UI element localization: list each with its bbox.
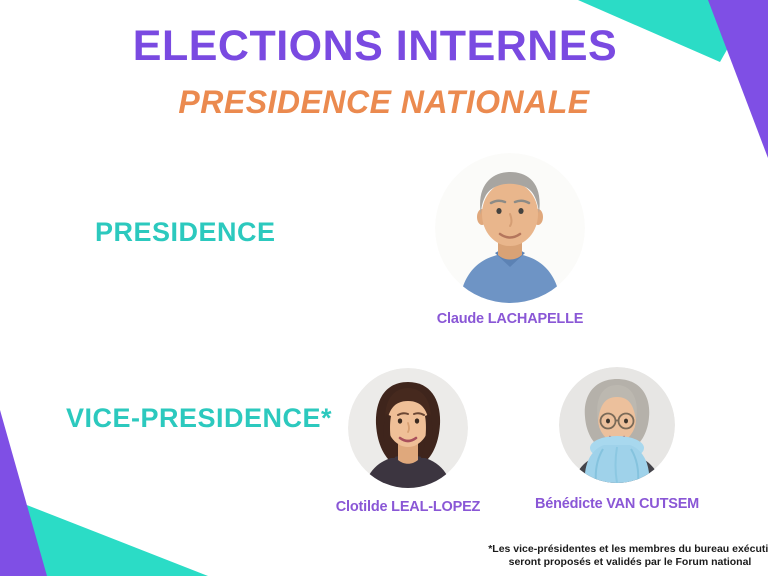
triangle-purple-bottom-left xyxy=(0,410,47,576)
slide-title: ELECTIONS INTERNES xyxy=(132,22,618,70)
candidate-name: Bénédicte VAN CUTSEM xyxy=(534,496,700,512)
candidate-name: Clotilde LEAL-LOPEZ xyxy=(335,499,481,515)
candidate-photo-benedicte-van-cutsem xyxy=(559,367,675,483)
portrait-man-gray-hair-blue-shirt-icon xyxy=(435,153,585,303)
portrait-woman-dark-bob-icon xyxy=(348,368,468,488)
candidate-photo-clotilde-leal-lopez xyxy=(348,368,468,488)
section-label-vice-presidence: VICE-PRESIDENCE* xyxy=(66,403,333,433)
portrait-woman-gray-hair-blue-scarf-icon xyxy=(559,367,675,483)
slide-subtitle: PRESIDENCE NATIONALE xyxy=(178,84,590,120)
candidate-name: Claude LACHAPELLE xyxy=(436,311,584,327)
footnote-line-1: *Les vice-présidentes et les membres du … xyxy=(488,543,768,555)
section-label-presidence: PRESIDENCE xyxy=(95,217,276,247)
footnote-line-2: seront proposés et validés par le Forum … xyxy=(508,555,752,568)
candidate-photo-claude-lachapelle xyxy=(435,153,585,303)
triangle-teal-bottom-left xyxy=(14,500,208,576)
footnote: *Les vice-présidentes et les membres du … xyxy=(480,543,768,569)
